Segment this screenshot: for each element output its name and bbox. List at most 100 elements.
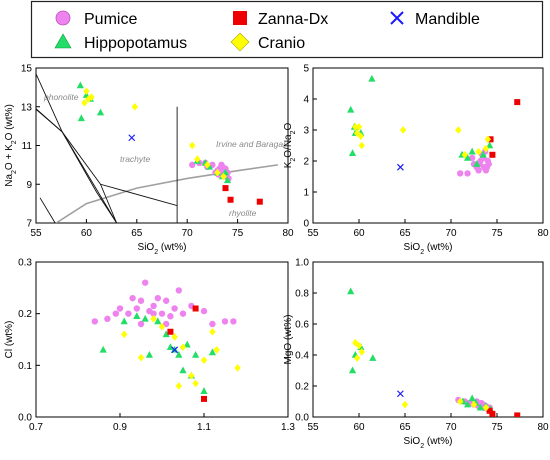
point-hippopotamus <box>154 317 162 325</box>
point-zanna-dx <box>256 198 263 205</box>
point-pumice <box>468 154 476 162</box>
point-hippopotamus <box>347 105 355 113</box>
x-tick-label: 75 <box>491 228 503 239</box>
point-cranio <box>358 348 365 356</box>
point-hippopotamus <box>347 287 355 295</box>
point-zanna-dx <box>222 185 229 192</box>
legend-marker-cranio <box>230 32 250 52</box>
point-hippopotamus <box>96 108 105 116</box>
y-tick-label: 0.0 <box>18 413 32 424</box>
plot-area: phonolite trachyte rhyolite Irvine and Bara… <box>4 64 549 450</box>
point-pumice <box>137 297 145 304</box>
point-zanna-dx <box>192 305 199 312</box>
tas-field-label: trachyte <box>120 154 151 164</box>
point-hippopotamus <box>463 400 472 408</box>
y-tick-label: 2 <box>303 157 309 168</box>
y-tick-label: 3 <box>303 126 309 137</box>
point-hippopotamus <box>479 150 487 158</box>
legend-label-pumice: Pumice <box>84 11 137 28</box>
y-tick-label: 9 <box>26 180 32 191</box>
y-axis-label: Na2O + K2O (wt%) <box>4 104 18 187</box>
point-cranio <box>352 123 359 131</box>
y-tick-label: 0.0 <box>295 413 309 424</box>
point-cranio <box>188 371 195 380</box>
point-cranio <box>171 333 178 341</box>
point-pumice <box>221 318 229 325</box>
point-hippopotamus <box>486 141 494 149</box>
irvine-baragar-line <box>55 164 279 223</box>
point-cranio <box>179 343 187 352</box>
tas-field-label: phonolite <box>43 92 79 102</box>
tas-field-boundary <box>61 131 178 223</box>
x-tick-label: 60 <box>81 228 93 239</box>
point-cranio <box>234 364 241 372</box>
point-hippopotamus <box>183 340 191 348</box>
point-hippopotamus <box>192 351 200 358</box>
tas-field-boundary <box>36 73 63 133</box>
legend-label-zanna-dx: Zanna-Dx <box>258 11 328 28</box>
point-cranio <box>189 141 196 150</box>
y-tick-label: 0.8 <box>295 289 309 300</box>
chart-inner <box>347 74 521 177</box>
point-cranio <box>158 322 166 331</box>
x-tick-label: 0.7 <box>29 422 43 433</box>
point-cranio <box>175 382 182 390</box>
point-pumice <box>158 310 166 317</box>
x-tick-label: 70 <box>445 228 457 239</box>
legend-hippopotamus: Hippopotamus <box>54 33 187 52</box>
point-cranio <box>192 379 199 388</box>
point-cranio <box>137 353 145 362</box>
point-pumice <box>142 279 149 286</box>
x-tick-label: 1.3 <box>281 422 295 433</box>
point-cranio <box>213 346 220 354</box>
point-pumice <box>104 315 111 323</box>
point-mandible <box>396 390 404 398</box>
point-pumice <box>112 310 120 317</box>
point-pumice <box>133 305 140 312</box>
x-tick-label: 80 <box>537 422 549 433</box>
x-tick-label: 75 <box>491 422 503 433</box>
point-cranio <box>357 132 365 140</box>
legend-marker-hippopotamus <box>54 33 72 49</box>
point-zanna-dx <box>489 151 496 158</box>
point-pumice <box>464 170 471 177</box>
y-tick-label: 1.0 <box>295 258 309 269</box>
point-cranio <box>88 93 95 101</box>
legend: Pumice Zanna-Dx Mandible Hippopotamus Cr… <box>30 0 544 59</box>
x-tick-label: 55 <box>30 228 42 239</box>
y-tick-label: 0.4 <box>295 351 309 362</box>
point-zanna-dx <box>489 410 496 417</box>
chart-frame <box>35 67 289 224</box>
point-zanna-dx <box>514 99 521 106</box>
point-pumice <box>230 318 237 325</box>
point-pumice <box>163 297 170 304</box>
x-tick-label: 65 <box>131 228 143 239</box>
point-cranio <box>461 151 468 159</box>
point-pumice <box>189 161 196 169</box>
point-hippopotamus <box>463 153 472 161</box>
y-tick-label: 0.3 <box>18 258 32 269</box>
point-pumice <box>179 310 187 317</box>
point-zanna-dx <box>167 328 174 335</box>
legend-marker-pumice <box>55 10 71 26</box>
point-hippopotamus <box>145 351 153 358</box>
point-cranio <box>200 356 208 364</box>
tas-field-boundary <box>39 197 56 223</box>
y-tick-label: 13 <box>21 102 33 113</box>
point-cranio <box>475 147 482 156</box>
point-hippopotamus <box>208 348 216 356</box>
point-cranio <box>83 87 90 96</box>
legend-cranio: Cranio <box>230 32 305 52</box>
y-axis-label: MgO (wt%) <box>283 315 294 365</box>
y-tick-label: 1 <box>303 188 309 199</box>
y-tick-label: 0.1 <box>18 361 32 372</box>
x-axis-label: SiO2 (wt%) <box>404 436 453 450</box>
y-axis-label: K2O/Na2O <box>283 122 297 168</box>
point-cranio <box>482 403 490 412</box>
x-tick-label: 60 <box>353 228 365 239</box>
point-cranio <box>194 155 201 163</box>
point-hippopotamus <box>348 366 357 374</box>
point-hippopotamus <box>468 147 476 155</box>
point-pumice <box>175 287 182 294</box>
